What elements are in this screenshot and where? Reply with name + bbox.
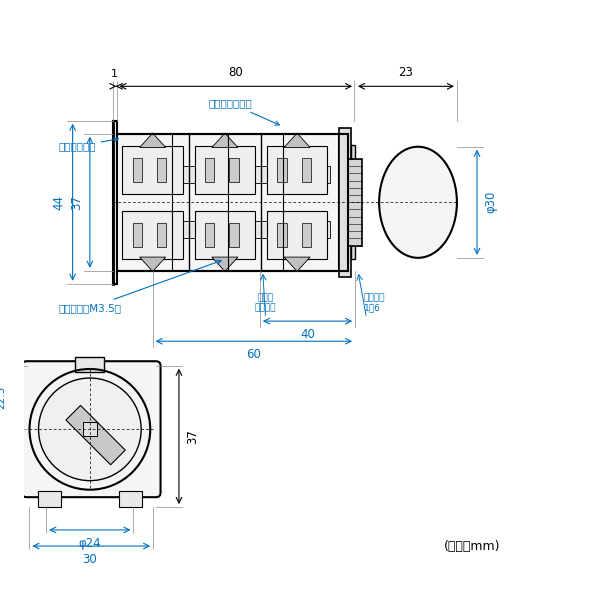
Text: 37: 37 <box>186 429 199 444</box>
Text: 充電部カバー: 充電部カバー <box>58 137 118 152</box>
Bar <box>339 128 350 277</box>
Bar <box>194 146 255 194</box>
Bar <box>347 159 362 245</box>
Bar <box>350 145 355 259</box>
Bar <box>133 223 142 247</box>
Text: ナット
パッキン: ナット パッキン <box>255 293 277 313</box>
Bar <box>205 223 214 247</box>
Bar <box>205 158 214 182</box>
Text: 40: 40 <box>300 328 315 341</box>
Bar <box>292 221 331 238</box>
Bar <box>229 158 239 182</box>
Bar <box>125 166 164 184</box>
Text: (単位：mm): (単位：mm) <box>444 540 500 553</box>
Bar <box>267 211 328 259</box>
Text: パネル厚
1〜6: パネル厚 1〜6 <box>364 293 385 313</box>
Bar <box>302 223 311 247</box>
Polygon shape <box>212 257 238 271</box>
FancyBboxPatch shape <box>113 121 116 284</box>
Bar <box>277 223 287 247</box>
Bar <box>122 146 183 194</box>
Bar <box>194 211 255 259</box>
Bar <box>181 166 220 184</box>
Bar <box>116 134 339 271</box>
Text: φ30: φ30 <box>484 191 497 214</box>
Bar <box>157 223 166 247</box>
Text: 30: 30 <box>82 553 97 566</box>
Polygon shape <box>66 406 125 465</box>
Text: 37: 37 <box>70 195 83 210</box>
Text: 22.5: 22.5 <box>0 386 7 409</box>
Polygon shape <box>212 133 238 148</box>
Bar <box>302 158 311 182</box>
Bar <box>125 221 164 238</box>
Bar <box>277 158 287 182</box>
Ellipse shape <box>379 147 457 258</box>
Bar <box>236 221 275 238</box>
Polygon shape <box>140 133 166 148</box>
Bar <box>267 146 328 194</box>
Bar <box>119 491 142 507</box>
Text: 端子ねじ（M3.5）: 端子ねじ（M3.5） <box>58 260 221 313</box>
Text: リリースアーム: リリースアーム <box>209 98 279 125</box>
Text: 60: 60 <box>247 348 261 361</box>
Text: 80: 80 <box>229 67 243 79</box>
Bar <box>157 158 166 182</box>
Text: 1: 1 <box>111 70 118 79</box>
Bar <box>122 211 183 259</box>
Bar <box>236 166 275 184</box>
Bar <box>229 223 239 247</box>
Polygon shape <box>284 257 310 271</box>
Bar <box>292 166 331 184</box>
Bar <box>83 422 97 436</box>
FancyBboxPatch shape <box>22 361 161 497</box>
Text: φ24: φ24 <box>79 537 101 550</box>
Bar <box>38 491 61 507</box>
Bar <box>76 358 104 372</box>
Polygon shape <box>284 133 310 148</box>
Circle shape <box>38 378 141 481</box>
Bar <box>133 158 142 182</box>
Text: 44: 44 <box>53 195 66 210</box>
Bar <box>181 221 220 238</box>
Polygon shape <box>140 257 166 271</box>
Text: 23: 23 <box>398 67 413 79</box>
